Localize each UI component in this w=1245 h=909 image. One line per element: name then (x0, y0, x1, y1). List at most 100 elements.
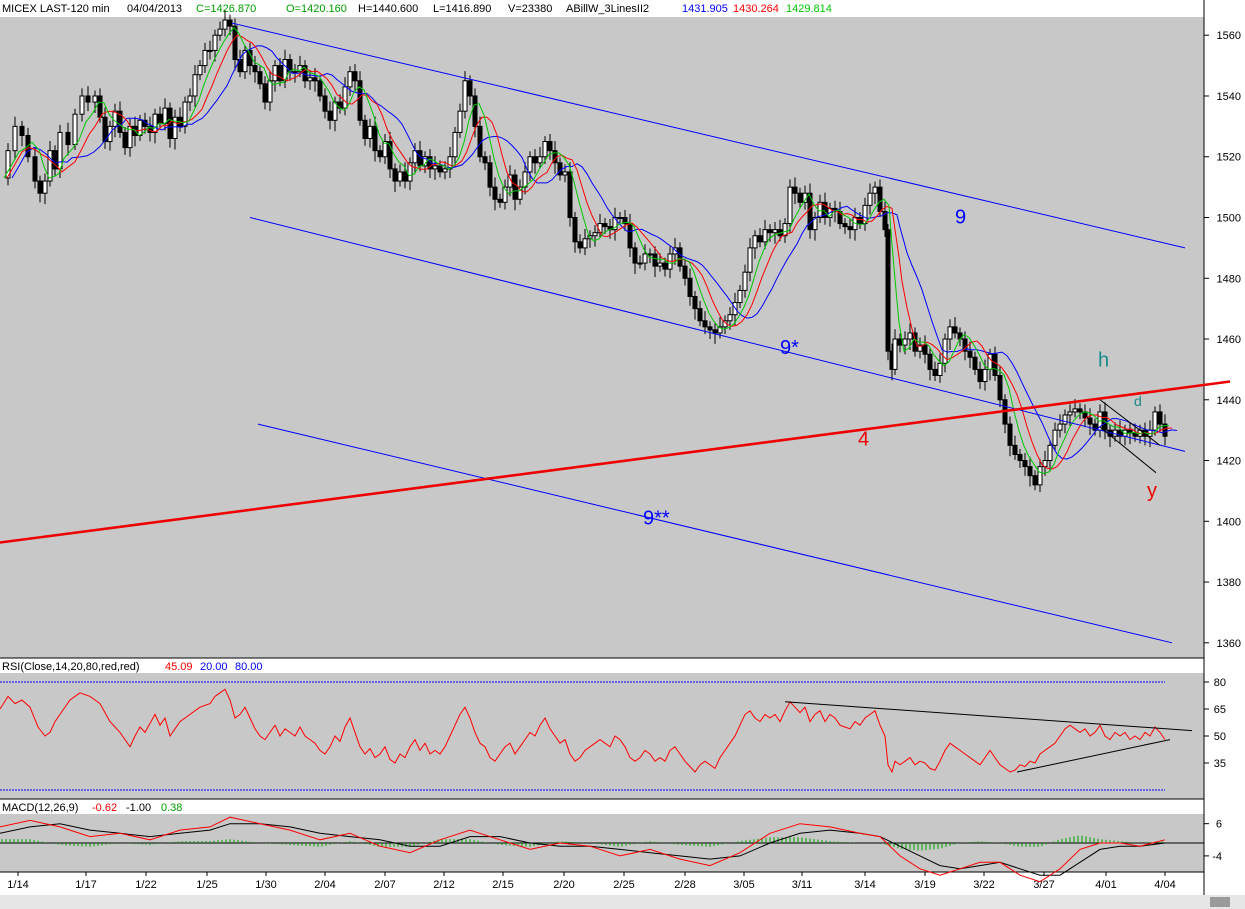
candle-body (387, 141, 393, 170)
axis-panel-bg (1204, 0, 1245, 909)
candle-body (717, 326, 723, 334)
candle-body (482, 156, 488, 164)
x-tick-label: 2/28 (674, 879, 695, 891)
candle-body (122, 131, 128, 149)
candle-body (692, 295, 698, 310)
candle-body (927, 353, 933, 370)
candle-body (767, 229, 773, 234)
candle-body (1027, 466, 1033, 477)
candle-body (922, 344, 928, 355)
candle-body (1117, 429, 1123, 437)
price-y-tick-label: 1420 (1217, 456, 1241, 468)
candle-body (647, 253, 653, 256)
candle-body (327, 110, 333, 121)
candle-body (892, 338, 898, 370)
price-y-tick-label: 1440 (1217, 395, 1241, 407)
candle-body (752, 235, 758, 249)
candle-body (92, 95, 98, 103)
header-volume: V=23380 (508, 3, 552, 15)
rsi-y-tick-label: 35 (1214, 758, 1226, 770)
candle-body (502, 186, 508, 203)
candle-body (187, 95, 193, 103)
candle-body (392, 168, 398, 182)
wedge-line-upper (1099, 399, 1161, 446)
x-tick-label: 2/20 (553, 879, 574, 891)
candle-body (637, 262, 643, 265)
candle-body (192, 74, 198, 97)
candle-body (527, 156, 533, 173)
channel-label-9-double-star: 9** (643, 507, 670, 529)
rsi-title: RSI(Close,14,20,80,red,red) (2, 661, 140, 673)
macd-line (0, 816, 1166, 883)
candle-body (207, 49, 213, 52)
candle-body (982, 368, 988, 383)
candle-body (702, 320, 708, 328)
price-y-tick-label: 1500 (1217, 213, 1241, 225)
candle-body (217, 28, 223, 36)
candle-body (332, 101, 338, 121)
candle-body (85, 95, 91, 103)
channel-label-9: 9 (955, 207, 966, 229)
header-high: H=1440.600 (358, 3, 418, 15)
candle-body (507, 174, 513, 188)
candle-body (1017, 453, 1023, 462)
price-panel-bg (0, 17, 1204, 658)
rsi-panel-bg (0, 673, 1204, 799)
candle-body (382, 141, 388, 158)
candle-body (562, 171, 568, 176)
candle-body (222, 19, 228, 30)
candle-body (347, 71, 353, 88)
candle-body (842, 223, 848, 228)
header-close: C=1426.870 (196, 3, 256, 15)
candle-body (152, 113, 158, 133)
scrollbar-thumb[interactable] (1210, 897, 1230, 907)
candle-body (342, 86, 348, 109)
candle-body (742, 271, 748, 291)
annotation-y: y (1147, 480, 1157, 502)
candle-body (747, 247, 753, 273)
candle-body (797, 192, 803, 203)
candle-body (312, 77, 318, 82)
x-tick-label: 3/19 (914, 879, 935, 891)
candle-body (157, 113, 163, 124)
price-y-tick-label: 1360 (1217, 638, 1241, 650)
x-tick-label: 2/04 (314, 879, 335, 891)
candle-body (452, 131, 458, 158)
x-tick-label: 1/14 (7, 879, 28, 891)
candle-body (822, 201, 828, 219)
rsi-y-tick-label: 80 (1214, 677, 1226, 689)
candle-body (12, 125, 18, 152)
header-open: O=1420.160 (286, 3, 347, 15)
candle-body (867, 192, 873, 206)
candle-body (252, 65, 258, 73)
candle-body (1032, 475, 1038, 486)
candle-body (172, 116, 178, 140)
candle-body (727, 314, 733, 322)
candle-body (197, 65, 203, 76)
candle-body (472, 95, 478, 127)
candle-body (1062, 414, 1068, 425)
candle-body (952, 326, 958, 334)
candle-body (512, 174, 518, 200)
channel-line (249, 217, 1186, 452)
candle-body (37, 180, 43, 194)
candle-body (737, 289, 743, 304)
candle-body (277, 65, 283, 82)
candle-body (642, 253, 648, 264)
candle-body (322, 95, 328, 112)
candle-body (1092, 423, 1098, 431)
channel-label-9-star: 9* (780, 337, 799, 359)
rsi-y-tick-label: 65 (1214, 704, 1226, 716)
candle-body (19, 125, 25, 136)
candle-body (317, 80, 323, 97)
candle-body (912, 332, 918, 352)
bottom-scrollbar[interactable] (0, 895, 1245, 909)
candle-body (1047, 444, 1053, 462)
x-tick-label: 3/05 (733, 879, 754, 891)
x-tick-label: 1/30 (255, 879, 276, 891)
macd-hist-value: 0.38 (161, 802, 182, 814)
candle-body (352, 71, 358, 82)
candle-body (885, 229, 891, 352)
candle-body (97, 95, 103, 118)
candle-body (902, 338, 908, 346)
